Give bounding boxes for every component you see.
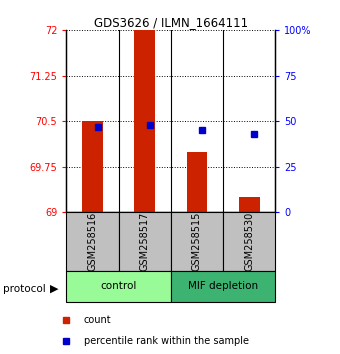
Bar [82, 121, 103, 212]
Text: MIF depletion: MIF depletion [188, 281, 258, 291]
Bar [223, 212, 275, 271]
Text: GSM258530: GSM258530 [244, 212, 254, 271]
Bar [66, 271, 171, 302]
Text: count: count [84, 315, 112, 325]
Bar [187, 152, 207, 212]
Text: GSM258515: GSM258515 [192, 212, 202, 271]
Text: percentile rank within the sample: percentile rank within the sample [84, 336, 249, 346]
Bar [134, 30, 155, 212]
Title: GDS3626 / ILMN_1664111: GDS3626 / ILMN_1664111 [94, 16, 248, 29]
Text: ▶: ▶ [50, 284, 58, 293]
Text: GSM258517: GSM258517 [140, 212, 150, 271]
Bar [239, 197, 260, 212]
Bar [66, 212, 119, 271]
Text: GSM258516: GSM258516 [87, 212, 98, 271]
Text: protocol: protocol [3, 284, 46, 293]
Bar [171, 271, 275, 302]
Bar [119, 212, 171, 271]
Text: control: control [100, 281, 137, 291]
Bar [171, 212, 223, 271]
